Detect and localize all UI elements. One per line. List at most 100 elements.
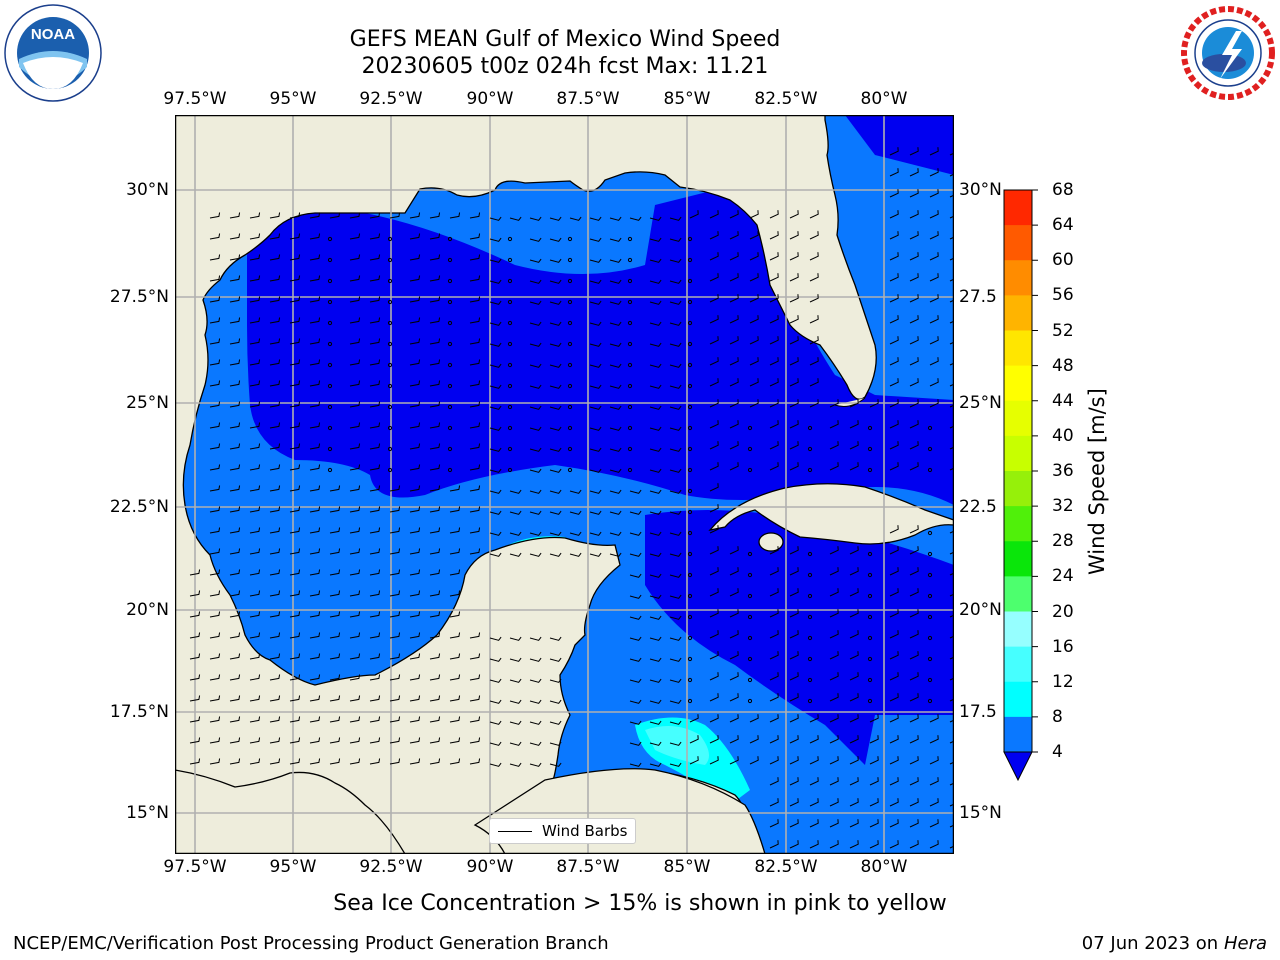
wind-barb <box>889 525 899 534</box>
calm-barb-marker <box>927 698 933 704</box>
wind-barb <box>769 798 779 807</box>
wind-barb <box>549 552 562 557</box>
colorbar-tick-label: 32 <box>1052 496 1074 517</box>
wind-barb <box>789 714 799 723</box>
lon-tick-bottom: 80°W <box>860 857 908 877</box>
wind-barb <box>829 693 839 702</box>
footer-branch: NCEP/EMC/Verification Post Processing Pr… <box>13 933 609 954</box>
calm-barb-marker <box>507 299 513 305</box>
wind-barb <box>949 782 954 786</box>
wind-barb <box>829 735 839 744</box>
calm-barb-marker <box>447 257 453 263</box>
wind-barb <box>949 698 954 702</box>
wind-barb <box>709 441 719 450</box>
wind-barb <box>309 296 321 303</box>
wind-barb <box>789 693 799 702</box>
wind-barb <box>489 741 502 746</box>
calm-barb-marker <box>447 362 453 368</box>
colorbar-segment <box>1004 260 1032 296</box>
wind-barb <box>229 611 241 618</box>
wind-barb <box>489 405 502 410</box>
wind-barb <box>529 237 542 242</box>
wind-barb <box>389 737 401 744</box>
wind-barb <box>409 611 421 618</box>
lon-tick-bottom: 95°W <box>269 857 317 877</box>
lon-tick-top: 97.5°W <box>163 89 227 109</box>
wind-barb <box>709 525 719 534</box>
wind-barb <box>909 462 919 471</box>
wind-barb <box>689 714 699 723</box>
wind-barb <box>349 464 361 471</box>
colorbar-tick-label: 52 <box>1052 320 1074 341</box>
wind-barb <box>369 653 381 660</box>
wind-barb <box>909 252 919 261</box>
wind-barb <box>469 485 481 492</box>
wind-barb <box>489 279 502 284</box>
wind-barb <box>229 695 241 702</box>
wind-barb <box>889 651 899 660</box>
calm-barb-marker <box>747 593 753 599</box>
wind-barb <box>829 672 839 681</box>
calm-barb-marker <box>927 677 933 683</box>
wind-barb <box>249 590 261 597</box>
wind-barb <box>369 401 381 408</box>
wind-barb <box>229 380 241 387</box>
lat-tick-right: 22.5 <box>959 497 997 517</box>
colorbar-label: Wind Speed [m/s] <box>1085 388 1109 575</box>
lon-tick-top: 87.5°W <box>556 89 620 109</box>
wind-barb <box>729 210 739 219</box>
wind-barb <box>669 300 682 305</box>
wind-barb <box>769 315 779 324</box>
wind-barb <box>949 740 954 744</box>
wind-barb <box>729 567 739 576</box>
wind-barb <box>949 257 954 261</box>
wind-barb <box>209 233 221 240</box>
svg-text:NOAA: NOAA <box>31 26 75 43</box>
wind-barb <box>749 357 759 366</box>
wind-barb <box>469 716 481 723</box>
wind-barb <box>289 569 301 576</box>
wind-barb <box>269 401 281 408</box>
wind-barb <box>709 231 719 240</box>
wind-barb <box>749 273 759 282</box>
wind-barb <box>269 485 281 492</box>
wind-barb <box>329 653 341 660</box>
wind-barb <box>409 233 421 240</box>
wind-barb <box>889 315 899 324</box>
wind-barb <box>829 441 839 450</box>
wind-barb <box>409 212 421 219</box>
lon-tick-top: 92.5°W <box>359 89 423 109</box>
wind-barb <box>289 716 301 723</box>
wind-barb <box>629 678 642 683</box>
wind-barb <box>329 548 341 555</box>
wind-barb <box>789 798 799 807</box>
wind-barb <box>229 506 241 513</box>
wind-barb <box>369 674 381 681</box>
wind-barb <box>629 531 642 536</box>
calm-barb-marker <box>867 614 873 620</box>
wind-barb <box>209 401 221 408</box>
wind-barb <box>389 569 401 576</box>
lat-tick-right: 15°N <box>959 803 1002 823</box>
wind-barb <box>289 737 301 744</box>
wind-barb <box>389 212 401 219</box>
wind-barb <box>429 527 441 534</box>
wind-barb <box>889 147 899 156</box>
wind-barb <box>709 651 719 660</box>
wind-barb <box>569 489 582 494</box>
wind-barb <box>789 840 799 849</box>
wind-barb <box>729 651 739 660</box>
wind-barb <box>289 443 301 450</box>
wind-barb <box>369 296 381 303</box>
wind-barb <box>729 315 739 324</box>
calm-barb-marker <box>867 635 873 641</box>
colorbar-tick-label: 4 <box>1052 742 1063 762</box>
calm-barb-marker <box>447 446 453 452</box>
wind-barb <box>349 737 361 744</box>
wind-barb <box>349 422 361 429</box>
wind-barb <box>649 657 662 662</box>
wind-barb <box>489 762 502 767</box>
wind-barb <box>909 567 919 576</box>
wind-barb <box>769 609 779 618</box>
colorbar-tick-label: 64 <box>1052 215 1074 236</box>
